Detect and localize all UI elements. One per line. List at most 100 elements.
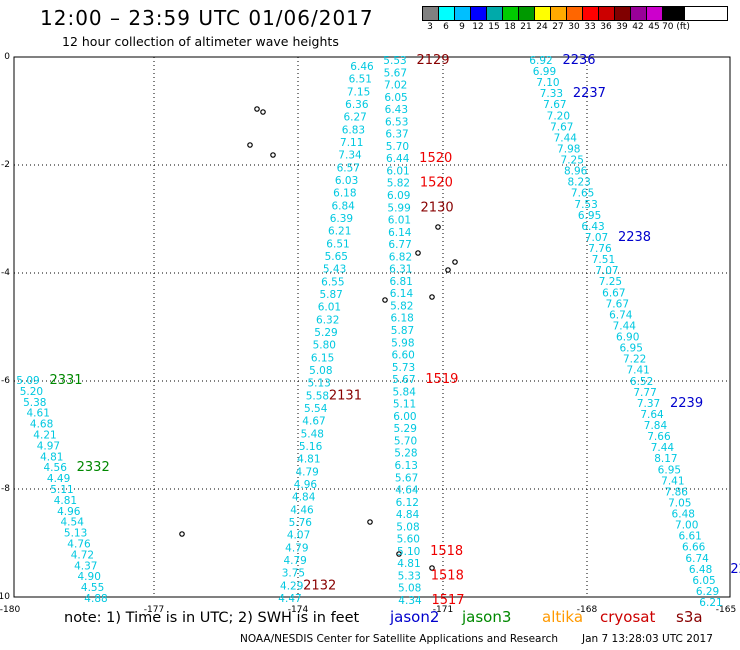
- wave-height-value: 7.53: [574, 199, 597, 211]
- wave-height-value: 5.98: [391, 337, 414, 349]
- wave-height-value: 5.11: [50, 484, 73, 496]
- wave-height-value: 6.48: [689, 564, 712, 576]
- track-time-label: 2129: [416, 53, 449, 68]
- wave-height-value: 7.15: [347, 86, 370, 98]
- wave-height-value: 6.43: [385, 104, 408, 116]
- wave-height-value: 5.82: [387, 178, 410, 190]
- wave-height-value: 5.82: [390, 300, 413, 312]
- wave-height-value: 7.22: [623, 354, 646, 366]
- track-time-label: 2332: [77, 460, 110, 475]
- wave-height-value: 6.83: [342, 124, 365, 136]
- color-scale-label: 24: [536, 22, 548, 32]
- wave-height-value: 5.84: [393, 386, 417, 398]
- wave-height-value: 6.51: [349, 74, 372, 86]
- wave-height-value: 5.70: [386, 141, 409, 153]
- wave-height-value: 6.01: [388, 215, 411, 227]
- wave-height-value: 5.10: [397, 546, 420, 558]
- wave-height-value: 5.65: [325, 251, 348, 263]
- lon-tick-label: -168: [577, 605, 598, 615]
- color-scale-swatch: [663, 7, 685, 20]
- wave-height-value: 6.95: [620, 343, 643, 355]
- wave-height-value: 7.34: [338, 150, 362, 162]
- wave-height-value: 5.53: [383, 55, 406, 67]
- color-scale-label: 42: [632, 22, 644, 32]
- wave-height-value: 4.64: [395, 485, 419, 497]
- wave-height-value: 5.67: [395, 472, 418, 484]
- wave-height-value: 5.76: [289, 517, 313, 529]
- color-scale-label: 12: [472, 22, 484, 32]
- color-scale-swatch: [423, 7, 439, 20]
- wave-height-value: 7.02: [384, 80, 407, 92]
- wave-height-value: 5.70: [394, 435, 417, 447]
- wave-height-value: 4.61: [27, 408, 50, 420]
- wave-height-value: 4.96: [294, 479, 318, 491]
- wave-height-value: 4.56: [44, 462, 68, 474]
- wave-height-value: 6.77: [388, 239, 411, 251]
- color-scale-label: 6: [443, 22, 449, 32]
- wave-height-value: 7.44: [651, 442, 675, 454]
- wave-height-value: 3.75: [282, 568, 305, 580]
- wave-height-value: 7.86: [665, 486, 689, 498]
- island-contour: [429, 565, 435, 571]
- wave-height-value: 5.11: [393, 399, 416, 411]
- wave-height-value: 6.21: [328, 226, 351, 238]
- track-time-label: 2238: [618, 230, 651, 245]
- page-title: 12:00 – 23:59 UTC 01/06/2017: [40, 6, 374, 30]
- wave-height-value: 6.37: [385, 129, 408, 141]
- lon-tick-label: -165: [716, 605, 736, 615]
- lon-tick-label: -174: [288, 605, 309, 615]
- wave-height-value: 5.13: [307, 378, 330, 390]
- color-scale-swatch: [583, 7, 599, 20]
- wave-height-value: 6.66: [682, 542, 706, 554]
- color-scale-swatch: [551, 7, 567, 20]
- wave-height-value: 6.15: [311, 352, 334, 364]
- wave-height-value: 6.48: [672, 509, 695, 521]
- island-contour: [367, 519, 373, 525]
- wave-height-value: 5.33: [398, 570, 421, 582]
- wave-height-value: 6.03: [335, 175, 358, 187]
- wave-height-value: 6.29: [696, 586, 719, 598]
- wave-height-value: 6.32: [316, 314, 339, 326]
- wave-height-value: 7.07: [595, 265, 618, 277]
- wave-height-value: 7.67: [606, 298, 629, 310]
- wave-height-value: 4.96: [57, 506, 81, 518]
- wave-height-value: 7.33: [540, 88, 563, 100]
- wave-height-value: 7.84: [644, 420, 668, 432]
- wave-height-value: 6.39: [330, 213, 353, 225]
- wave-height-value: 6.57: [337, 162, 360, 174]
- lat-tick-label: -2: [1, 160, 10, 170]
- wave-height-value: 6.51: [326, 238, 349, 250]
- color-scale-swatch: [647, 7, 663, 20]
- wave-height-value: 5.08: [396, 521, 419, 533]
- wave-height-value: 8.23: [567, 177, 590, 189]
- wave-height-value: 5.16: [299, 441, 323, 453]
- wave-height-value: 7.41: [626, 365, 649, 377]
- lat-tick-label: 0: [4, 52, 10, 62]
- color-scale-swatch: [503, 7, 519, 20]
- track-time-label: 2236: [562, 53, 595, 68]
- wave-height-value: 6.52: [630, 376, 653, 388]
- wave-height-value: 6.43: [581, 221, 604, 233]
- wave-height-value: 4.81: [397, 558, 420, 570]
- color-scale-label: 30: [568, 22, 580, 32]
- wave-height-value: 5.09: [16, 375, 39, 387]
- wave-height-value: 5.80: [313, 340, 336, 352]
- color-scale-swatch: [599, 7, 615, 20]
- wave-height-value: 5.28: [394, 448, 417, 460]
- wave-height-value: 7.25: [561, 155, 584, 167]
- wave-height-value: 6.46: [350, 61, 374, 73]
- wave-height-value: 5.29: [394, 423, 417, 435]
- color-scale-swatch: [439, 7, 455, 20]
- wave-height-value: 6.95: [658, 464, 681, 476]
- wave-height-value: 7.00: [675, 520, 698, 532]
- track-time-label: 1520: [419, 151, 452, 166]
- footer-credit: NOAA/NESDIS Center for Satellite Applica…: [240, 633, 558, 645]
- color-scale-swatch: [519, 7, 535, 20]
- wave-height-value: 4.72: [71, 549, 94, 561]
- wave-height-value: 4.79: [285, 542, 308, 554]
- color-scale-swatch: [471, 7, 487, 20]
- wave-height-value: 4.81: [297, 454, 320, 466]
- lat-tick-label: -8: [1, 484, 10, 494]
- wave-height-value: 7.67: [543, 99, 566, 111]
- wave-height-value: 4.34: [398, 595, 422, 607]
